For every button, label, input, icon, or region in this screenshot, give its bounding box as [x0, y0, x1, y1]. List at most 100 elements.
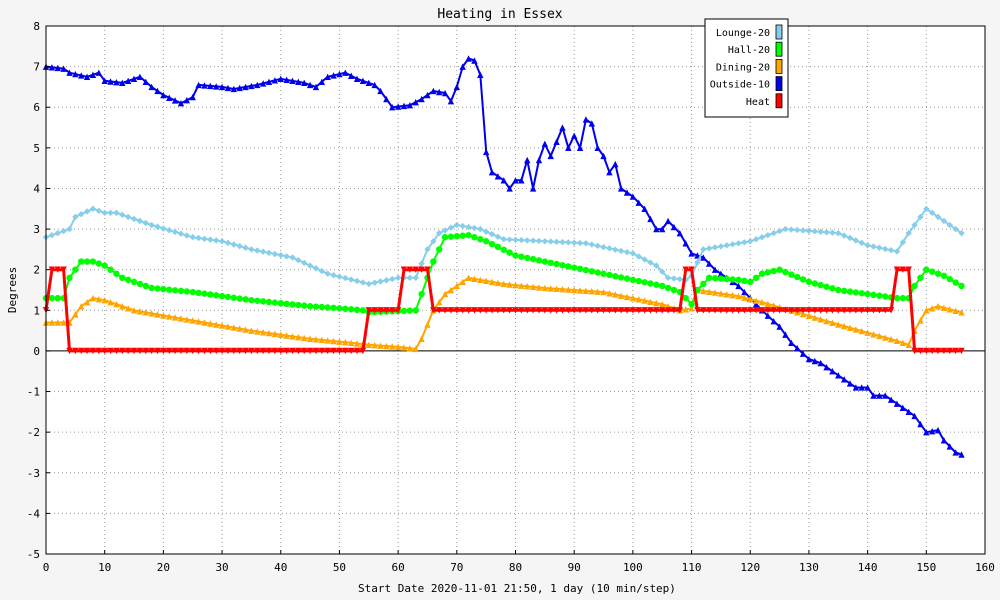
lounge-20-point: [89, 205, 97, 212]
dining-20-point: [958, 309, 965, 316]
dining-20-point: [817, 316, 824, 323]
dining-20-point: [653, 299, 660, 307]
outside-10-point: [353, 75, 361, 82]
lounge-20-point: [840, 232, 848, 239]
lounge-20-point: [864, 242, 871, 249]
heat-point: [171, 347, 179, 355]
heat-point: [154, 347, 161, 355]
dining-20-point: [682, 306, 689, 313]
heat-point: [265, 347, 273, 355]
dining-20-point: [130, 307, 138, 314]
lounge-20-point: [776, 227, 783, 235]
lounge-20-point: [430, 238, 437, 245]
outside-10-point: [711, 266, 719, 273]
heat-point: [952, 347, 959, 355]
heat-point: [142, 347, 149, 355]
heat-point: [218, 347, 226, 355]
lounge-20-point: [647, 259, 654, 266]
hall-20-point: [318, 303, 326, 311]
heat-point: [324, 347, 331, 355]
hall-20-point: [48, 294, 56, 302]
outside-10-point: [359, 77, 367, 85]
outside-10-point: [107, 78, 114, 85]
dining-20-point: [641, 297, 648, 304]
lounge-20-point: [54, 229, 61, 237]
outside-10-point: [612, 160, 619, 168]
dining-20-point: [647, 298, 654, 305]
heat-point: [60, 266, 67, 273]
y-tick-label: -4: [27, 507, 41, 520]
outside-10-point: [377, 87, 384, 95]
heat-point: [529, 307, 537, 314]
outside-10-point: [805, 355, 813, 363]
outside-10-point: [189, 93, 196, 101]
lounge-20-point: [858, 239, 865, 247]
heat-point: [635, 307, 642, 314]
lounge-20-point: [383, 277, 390, 284]
hall-20-point: [477, 236, 484, 243]
lounge-20-point: [676, 275, 684, 283]
lounge-20-point: [471, 224, 478, 232]
outside-10-point: [318, 78, 326, 86]
hall-20-point: [306, 303, 314, 310]
dining-20-point: [471, 275, 478, 283]
dining-20-point: [482, 277, 490, 285]
lounge-20-point: [371, 279, 378, 286]
hall-20-point: [923, 266, 930, 273]
lounge-20-point: [406, 274, 414, 282]
hall-20-point: [641, 279, 648, 286]
dining-20-point: [60, 319, 67, 326]
outside-10-point: [142, 78, 149, 86]
lounge-20-point: [124, 213, 132, 221]
dining-20-point: [295, 333, 302, 341]
hall-20-point: [705, 274, 713, 282]
hall-20-point: [453, 232, 461, 240]
lounge-20-point: [441, 227, 449, 234]
heat-point: [770, 307, 777, 314]
outside-10-point: [887, 396, 895, 403]
hall-20-point: [295, 301, 302, 309]
lounge-20-point: [917, 213, 924, 221]
dining-20-point: [48, 319, 56, 326]
outside-10-point: [794, 345, 801, 352]
lounge-20-point: [107, 209, 114, 217]
hall-20-point: [764, 269, 772, 276]
chart-title: Heating in Essex: [437, 7, 562, 22]
outside-10-point: [565, 144, 572, 152]
dining-20-point: [95, 295, 103, 303]
heat-point: [271, 347, 279, 355]
outside-10-point: [66, 69, 73, 76]
hall-20-point: [189, 288, 196, 296]
outside-10-point: [858, 384, 865, 391]
heat-point: [95, 347, 103, 355]
outside-10-point: [248, 82, 255, 90]
outside-10-point: [95, 69, 103, 76]
dining-20-point: [506, 281, 513, 288]
outside-10-point: [876, 392, 883, 399]
heat-point: [928, 347, 936, 355]
lounge-20-point: [130, 215, 138, 223]
hall-20-point: [254, 297, 261, 304]
hall-20-point: [289, 301, 296, 308]
heat-point: [371, 307, 378, 314]
hall-20-point: [747, 278, 754, 286]
heat-point: [711, 307, 719, 314]
dining-20-point: [864, 329, 871, 336]
lounge-20-point: [119, 211, 126, 219]
outside-10-point: [371, 81, 378, 89]
outside-10-point: [177, 99, 185, 107]
lounge-20-point: [735, 240, 742, 247]
hall-20-point: [758, 270, 766, 277]
lounge-20-point: [946, 221, 953, 229]
heat-point: [776, 307, 783, 314]
heat-point: [394, 307, 402, 314]
hall-20-point: [336, 305, 343, 312]
dining-20-point: [823, 317, 830, 325]
outside-10-point: [923, 428, 930, 436]
hall-20-point: [835, 286, 842, 294]
hall-20-point: [547, 259, 554, 266]
outside-10-point: [330, 72, 337, 79]
hall-20-point: [72, 266, 79, 273]
outside-10-point: [817, 359, 824, 367]
outside-10-point: [130, 75, 138, 82]
